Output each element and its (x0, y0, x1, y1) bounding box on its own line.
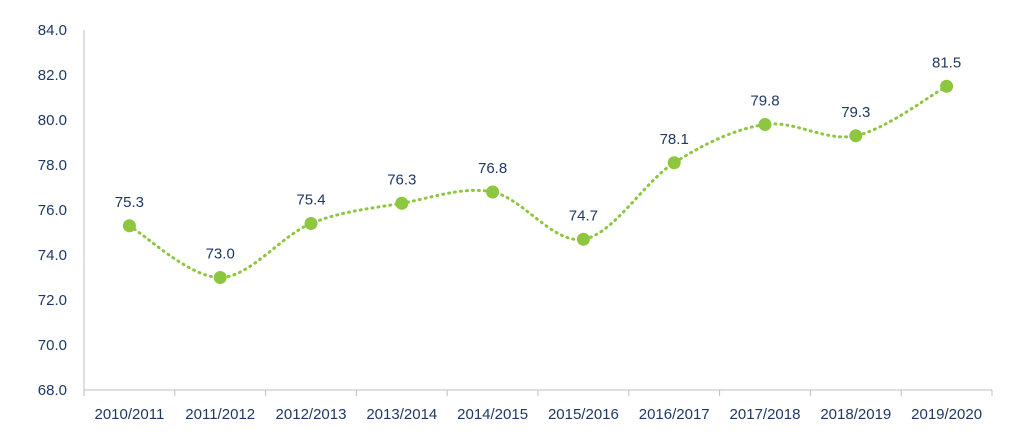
data-point (940, 79, 954, 93)
x-tick-label: 2019/2020 (911, 406, 982, 423)
series-line (127, 84, 949, 280)
data-point (667, 156, 681, 170)
y-axis: 68.0 70.0 72.0 74.0 76.0 78.0 80.0 82.0 84.0 (38, 22, 85, 399)
x-tick-label: 2016/2017 (639, 406, 710, 423)
data-label: 73.0 (206, 246, 235, 263)
series-line-group (122, 79, 954, 284)
data-point (122, 219, 136, 233)
y-tick-label: 74.0 (38, 247, 67, 264)
data-point (486, 185, 500, 199)
data-label: 75.4 (296, 192, 325, 209)
x-tick-label: 2018/2019 (820, 406, 891, 423)
data-point (758, 118, 772, 131)
data-point (304, 217, 318, 230)
y-tick-label: 70.0 (38, 337, 67, 354)
data-point (395, 196, 409, 210)
data-label: 79.8 (750, 93, 779, 110)
x-tick-label: 2017/2018 (730, 406, 801, 423)
data-label: 81.5 (932, 54, 961, 71)
x-tick-label: 2010/2011 (95, 406, 165, 423)
x-axis: 2010/2011 2011/2012 2012/2013 2013/2014 2014… (83, 389, 993, 423)
y-tick-label: 78.0 (38, 157, 67, 174)
data-point (213, 271, 227, 284)
x-tick-label: 2014/2015 (457, 406, 528, 423)
data-label: 74.7 (569, 207, 598, 224)
y-tick-label: 84.0 (38, 22, 67, 39)
x-tick-label: 2012/2013 (276, 406, 347, 423)
data-label: 78.1 (660, 131, 689, 148)
y-tick-label: 80.0 (38, 112, 67, 129)
data-label: 76.8 (478, 160, 507, 177)
y-tick-label: 68.0 (38, 382, 67, 399)
x-tick-label: 2011/2012 (185, 406, 255, 423)
y-tick-label: 76.0 (38, 202, 67, 219)
y-tick-label: 82.0 (38, 67, 67, 84)
data-label: 76.3 (387, 171, 416, 188)
data-label: 79.3 (841, 104, 870, 121)
data-labels: 75.3 73.0 75.4 76.3 76.8 74.7 78.1 79.8 79.3 81.5 (115, 54, 961, 262)
x-tick-label: 2015/2016 (548, 406, 619, 423)
data-point (576, 232, 590, 246)
data-label: 75.3 (115, 194, 144, 211)
y-tick-label: 72.0 (38, 292, 67, 309)
data-point (849, 129, 863, 143)
x-tick-label: 2013/2014 (366, 406, 437, 423)
